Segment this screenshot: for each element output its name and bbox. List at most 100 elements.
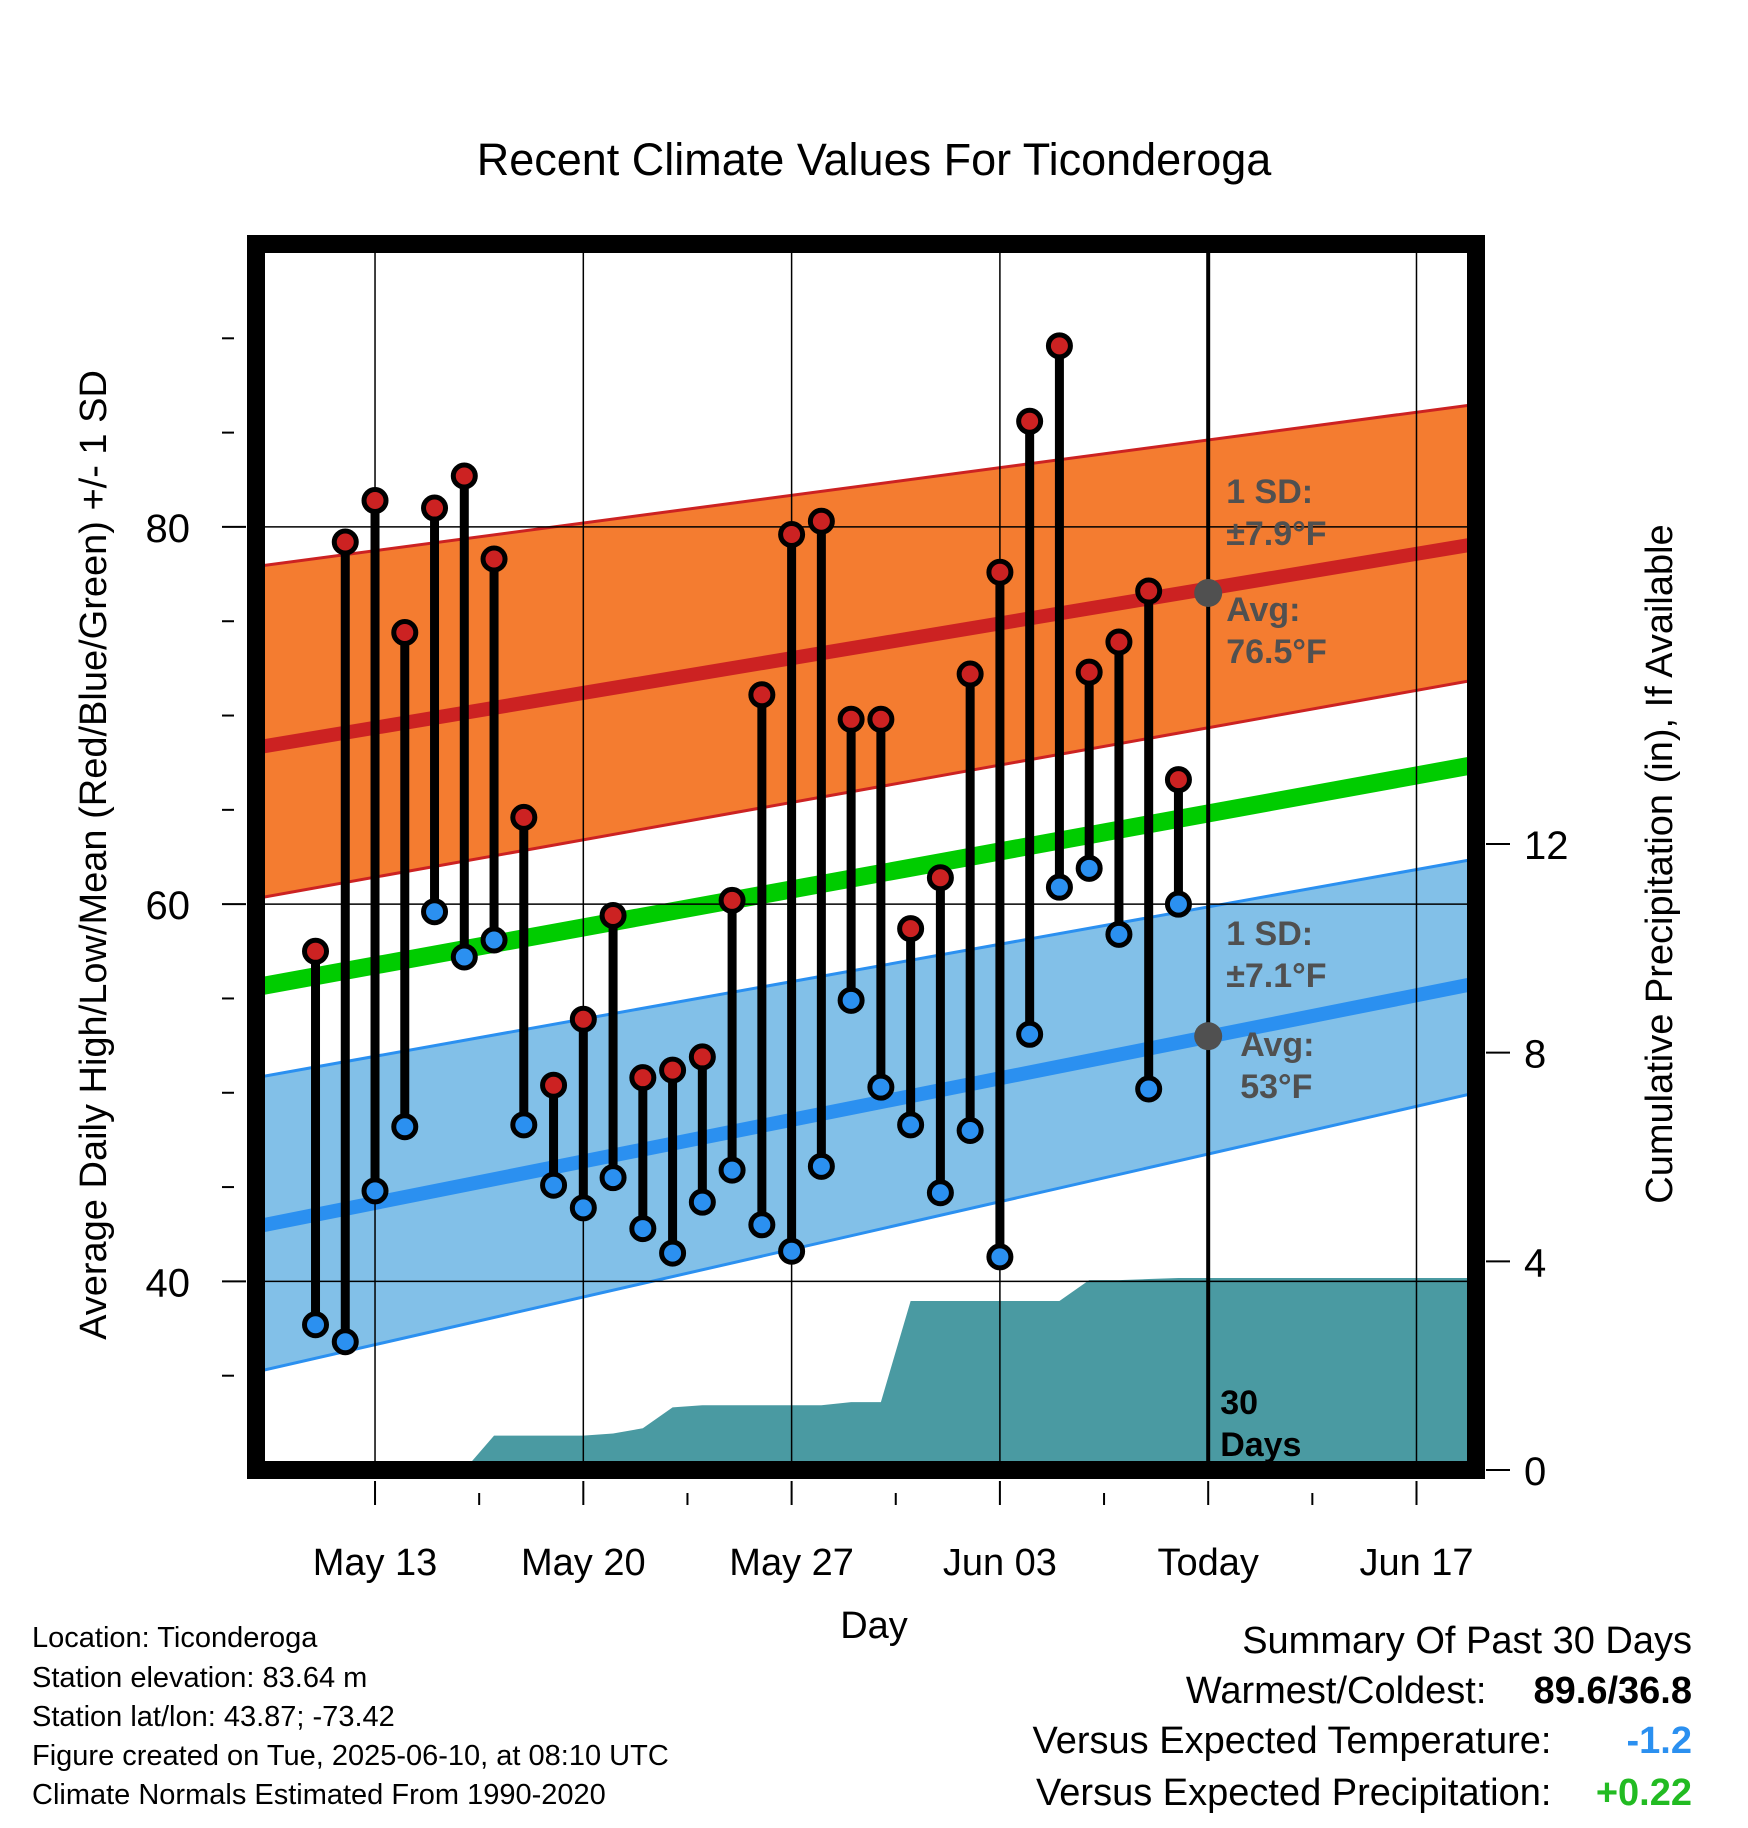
- daily-low-point: [569, 1194, 597, 1222]
- summary-precipitation: Versus Expected Precipitation: +0.22: [1036, 1772, 1692, 1815]
- low-sd-band: [256, 858, 1476, 1372]
- summary-title: Summary Of Past 30 Days: [1242, 1620, 1692, 1662]
- low-sd-band-lower-edge: [256, 1091, 1476, 1374]
- summary-temperature: Versus Expected Temperature: -1.2: [1033, 1720, 1692, 1763]
- daily-low-point: [778, 1237, 806, 1265]
- daily-high-point: [1045, 332, 1073, 360]
- daily-high-point: [1105, 628, 1133, 656]
- daily-low-point: [718, 1156, 746, 1184]
- daily-low-point: [421, 898, 449, 926]
- daily-high-point: [1135, 577, 1163, 605]
- daily-high-point: [302, 937, 330, 965]
- x-tick-label: May 27: [729, 1542, 854, 1584]
- daily-low-point: [1045, 873, 1073, 901]
- warmest-label: Warmest/Coldest:: [1185, 1670, 1487, 1712]
- x-tick-label: May 13: [313, 1542, 438, 1584]
- chart-title: Recent Climate Values For Ticonderoga: [477, 134, 1273, 185]
- latlon-text: Station lat/lon: 43.87; -73.42: [32, 1701, 395, 1733]
- daily-high-point: [1075, 658, 1103, 686]
- y2-tick-label: 4: [1524, 1241, 1546, 1285]
- daily-high-point: [807, 507, 835, 535]
- daily-high-point: [391, 619, 419, 647]
- daily-high-point: [450, 462, 478, 490]
- daily-low-point: [926, 1179, 954, 1207]
- daily-low-point: [540, 1171, 568, 1199]
- daily-low-point: [450, 943, 478, 971]
- high-sd-band-lower-edge: [256, 678, 1476, 900]
- high-sd-band-upper-edge: [256, 402, 1476, 569]
- y2-axis-label: Cumulative Precipitation (in), If Availa…: [1639, 524, 1681, 1203]
- daily-high-point: [867, 705, 895, 733]
- daily-low-point: [391, 1113, 419, 1141]
- daily-high-point: [897, 915, 925, 943]
- daily-high-point: [986, 558, 1014, 586]
- daily-high-point: [748, 681, 776, 709]
- daily-high-point: [361, 487, 389, 515]
- daily-high-point: [331, 528, 359, 556]
- daily-high-point: [688, 1043, 716, 1071]
- x-axis-label: Day: [840, 1605, 908, 1647]
- daily-high-point: [480, 545, 508, 573]
- daily-high-point: [778, 520, 806, 548]
- y-tick-label: 40: [146, 1261, 191, 1305]
- daily-high-point: [926, 864, 954, 892]
- precip-area: [434, 1278, 1476, 1470]
- y2-tick-label: 8: [1524, 1033, 1546, 1077]
- created-text: Figure created on Tue, 2025-06-10, at 08…: [32, 1740, 669, 1772]
- daily-low-point: [629, 1215, 657, 1243]
- daily-high-point: [569, 1005, 597, 1033]
- daily-high-point: [718, 886, 746, 914]
- x-tick-label: Today: [1157, 1542, 1258, 1584]
- low-sd-annotation: 1 SD: ±7.1°F: [1226, 915, 1326, 995]
- temp-label: Versus Expected Temperature:: [1032, 1720, 1552, 1762]
- low-avg-annotation: Avg: 53°F: [1240, 1026, 1314, 1106]
- daily-high-point: [510, 803, 538, 831]
- daily-low-point: [1164, 890, 1192, 918]
- normal-high-line: [256, 536, 1476, 755]
- y-tick-label: 80: [146, 507, 191, 551]
- daily-low-point: [331, 1328, 359, 1356]
- daily-low-point: [599, 1164, 627, 1192]
- normals-text: Climate Normals Estimated From 1990-2020: [32, 1779, 606, 1811]
- normal-low-line: [256, 976, 1476, 1234]
- today-low-avg-marker: [1194, 1022, 1223, 1051]
- daily-low-point: [302, 1311, 330, 1339]
- high-avg-annotation: Avg: 76.5°F: [1226, 591, 1327, 671]
- station-info: Location: Ticonderoga Station elevation:…: [32, 1624, 669, 1820]
- y2-tick-label: 12: [1524, 824, 1569, 868]
- daily-low-point: [956, 1116, 984, 1144]
- x-tick-label: May 20: [521, 1542, 646, 1584]
- summary-warmest: Warmest/Coldest: 89.6/36.8: [1186, 1670, 1692, 1713]
- x-tick-label: Jun 17: [1359, 1542, 1473, 1584]
- elevation-text: Station elevation: 83.64 m: [32, 1662, 368, 1694]
- precip-value: +0.22: [1595, 1772, 1692, 1814]
- daily-high-point: [837, 705, 865, 733]
- daily-high-point: [1164, 766, 1192, 794]
- daily-low-point: [837, 986, 865, 1014]
- low-sd-band-upper-edge: [256, 857, 1476, 1080]
- daily-low-point: [361, 1177, 389, 1205]
- today-window-label: 30 Days: [1220, 1384, 1301, 1464]
- daily-low-point: [1105, 920, 1133, 948]
- daily-low-point: [897, 1111, 925, 1139]
- daily-high-point: [540, 1071, 568, 1099]
- daily-high-point: [599, 901, 627, 929]
- daily-high-point: [956, 660, 984, 688]
- location-text: Location: Ticonderoga: [32, 1622, 318, 1654]
- temp-value: -1.2: [1626, 1720, 1692, 1762]
- daily-low-point: [480, 926, 508, 954]
- daily-low-point: [1016, 1020, 1044, 1048]
- daily-low-point: [986, 1243, 1014, 1271]
- x-tick-label: Jun 03: [943, 1542, 1057, 1584]
- daily-high-point: [421, 494, 449, 522]
- daily-low-point: [807, 1152, 835, 1180]
- warmest-value: 89.6/36.8: [1533, 1670, 1692, 1712]
- daily-low-point: [1075, 854, 1103, 882]
- daily-low-point: [659, 1239, 687, 1267]
- daily-low-point: [688, 1188, 716, 1216]
- y-tick-label: 60: [146, 884, 191, 928]
- daily-high-point: [1016, 407, 1044, 435]
- daily-low-point: [510, 1111, 538, 1139]
- high-sd-annotation: 1 SD: ±7.9°F: [1226, 473, 1326, 553]
